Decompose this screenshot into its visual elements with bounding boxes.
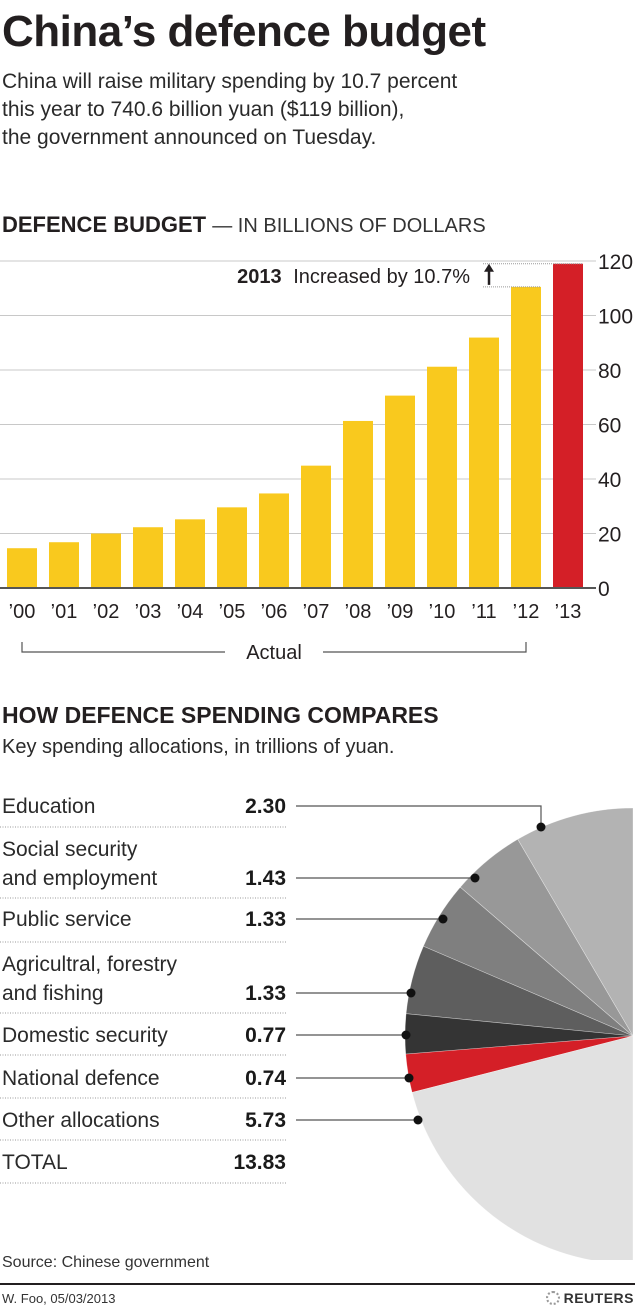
bar [301,465,331,588]
allocation-value: 5.73 [245,1109,286,1132]
bar [427,366,457,588]
budget-section-unit: — IN BILLIONS OF DOLLARS [212,215,486,237]
x-tick-label: ’02 [93,601,120,623]
allocation-label: and fishing [2,982,104,1005]
actual-bracket: Actual [21,642,527,664]
leader-dot [406,988,416,998]
x-tick-label: ’08 [345,601,372,623]
allocation-label: Public service [2,908,132,931]
spending-allocation-pie-chart: Education 2.30 Social security and employme… [0,795,634,1260]
allocation-value: 0.74 [245,1067,286,1090]
leader-dot [470,873,480,883]
x-tick-label: ’13 [555,601,582,623]
leader-dot [401,1030,411,1040]
gridlines [0,260,596,534]
svg-text:2013 Increased by 10.7%: 2013 Increased by 10.7% [237,266,470,288]
x-tick-label: ’11 [471,601,496,623]
source-note: Source: Chinese government [2,1254,210,1271]
author-credit: W. Foo, 05/03/2013 [2,1291,116,1306]
subtitle-line-2: this year to 740.6 billion yuan ($119 bi… [2,98,405,121]
reuters-logo: REUTERS [545,1290,634,1306]
x-tick-label: ’07 [303,601,330,623]
bar [385,395,415,588]
bar [511,286,541,588]
y-tick-label: 0 [598,578,610,601]
bar [175,519,205,588]
y-tick-label: 40 [598,469,621,492]
allocation-label: Domestic security [2,1024,168,1047]
leader-lines [296,805,546,1125]
allocation-value: 1.43 [245,867,286,890]
page-title: China’s defence budget [2,7,486,56]
bar [133,527,163,588]
total-value: 13.83 [233,1151,286,1174]
y-tick-label: 80 [598,360,621,383]
allocation-value: 2.30 [245,795,286,818]
x-tick-label: ’12 [513,601,540,623]
pie-slice [517,807,634,1038]
allocation-label: Education [2,795,95,818]
leader-dot [438,914,448,924]
budget-section-heading: DEFENCE BUDGET — IN BILLIONS OF DOLLARS [2,212,486,238]
bar [91,533,121,588]
allocation-label: Other allocations [2,1109,160,1132]
y-tick-label: 20 [598,524,621,547]
x-tick-label: ’01 [51,601,78,623]
comparison-section-subtitle: Key spending allocations, in trillions o… [2,736,395,758]
y-tick-label: 60 [598,415,621,438]
bar-highlight [553,263,583,588]
total-label: TOTAL [2,1151,68,1174]
bracket-label: Actual [246,642,302,664]
pie-slice [411,1035,634,1260]
allocation-table: Education 2.30 Social security and employme… [0,795,287,1184]
footer-divider [0,1283,635,1285]
annotation-text: Increased by 10.7% [293,266,470,288]
increase-annotation: 2013 Increased by 10.7% [237,263,583,288]
subtitle-line-3: the government announced on Tuesday. [2,126,377,149]
leader-line [296,805,542,827]
bars [7,263,583,588]
comparison-section-title: HOW DEFENCE SPENDING COMPARES [2,702,439,728]
y-tick-label: 120 [598,251,633,274]
allocation-value: 1.33 [245,908,286,931]
y-tick-label: 100 [598,306,633,329]
x-tick-label: ’03 [135,601,162,623]
x-tick-label: ’00 [9,601,36,623]
bar [7,548,37,588]
x-axis-ticks: ’00 ’01 ’02 ’03 ’04 ’05 ’06 ’07 ’08 ’09 ’10 ’11 ’12 ’… [9,601,582,623]
up-arrow-icon [484,263,494,285]
bar [343,420,373,588]
subtitle-line-1: China will raise military spending by 10… [2,70,458,93]
allocation-label: and employment [2,867,157,890]
x-tick-label: ’10 [429,601,456,623]
annotation-year: 2013 [237,266,282,288]
y-axis-ticks: 0 20 40 60 80 100 120 [598,251,633,601]
x-tick-label: ’05 [219,601,246,623]
bracket-left [21,642,225,653]
leader-dot [413,1115,423,1125]
allocation-label: Agricultral, forestry [2,953,178,976]
bar [469,337,499,588]
bar [217,507,247,588]
allocation-label: National defence [2,1067,160,1090]
bracket-right [323,642,527,653]
defence-budget-bar-chart: 0 20 40 60 80 100 120 ’00 ’01 ’02 ’03 ’04 ’05 ’06 ’07… [0,251,633,664]
leader-dot [536,822,546,832]
bar [49,542,79,588]
allocation-value: 0.77 [245,1024,286,1047]
pie-slices [404,807,634,1260]
allocation-value: 1.33 [245,982,286,1005]
x-tick-label: ’04 [177,601,204,623]
x-tick-label: ’09 [387,601,414,623]
leader-dot [404,1073,414,1083]
budget-section-title: DEFENCE BUDGET [2,212,207,237]
reuters-dots-icon [545,1291,560,1305]
allocation-label: Social security [2,838,138,861]
bar [259,493,289,588]
reuters-wordmark: REUTERS [563,1290,634,1306]
x-tick-label: ’06 [261,601,288,623]
